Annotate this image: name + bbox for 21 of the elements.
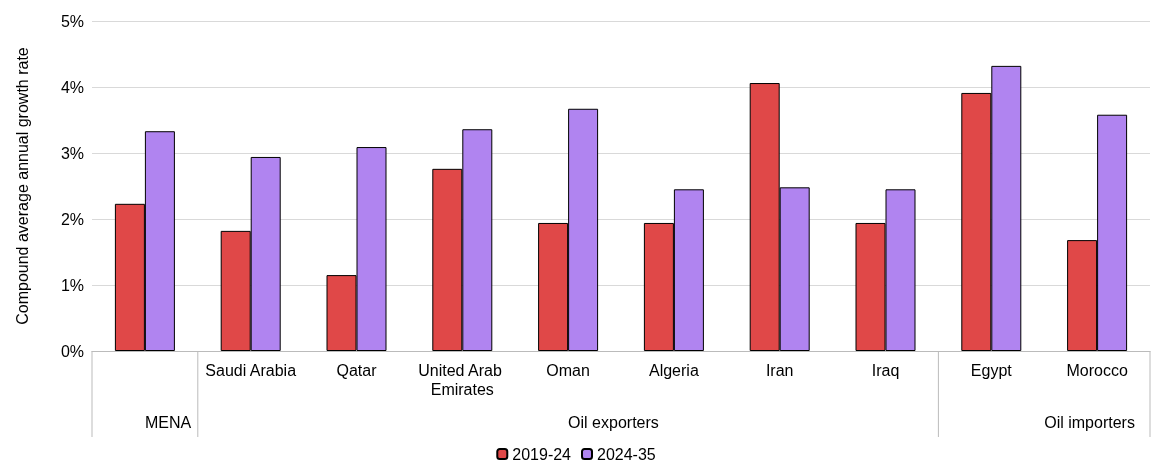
x-tick-label: Oman — [546, 362, 590, 379]
legend-label: 2024-35 — [597, 445, 656, 463]
y-tick-label: 4% — [60, 78, 84, 96]
x-tick-label: Saudi Arabia — [205, 362, 297, 379]
y-tick-label: 0% — [60, 342, 84, 360]
x-tick-label: Egypt — [970, 362, 1013, 379]
text: Oil importers — [1044, 413, 1135, 431]
y-axis-title: Compound average annual growth rate — [13, 47, 31, 325]
legend-label: 2019-24 — [512, 445, 572, 463]
x-tick-label: Iran — [765, 362, 794, 379]
x-tick-label: Morocco — [1066, 362, 1128, 379]
x-tick-label: Qatar — [336, 362, 378, 379]
x-tick-label: Algeria — [648, 362, 699, 379]
x-tick-label: Iraq — [871, 362, 900, 379]
y-tick-label: 5% — [60, 12, 84, 30]
y-tick-label: 3% — [60, 144, 84, 162]
y-tick-label: 1% — [60, 276, 84, 294]
x-tick-label: United Arab Emirates — [418, 362, 507, 398]
text: MENA — [144, 413, 192, 431]
y-tick-label: 2% — [60, 210, 84, 228]
text: Oil exporters — [568, 413, 659, 431]
